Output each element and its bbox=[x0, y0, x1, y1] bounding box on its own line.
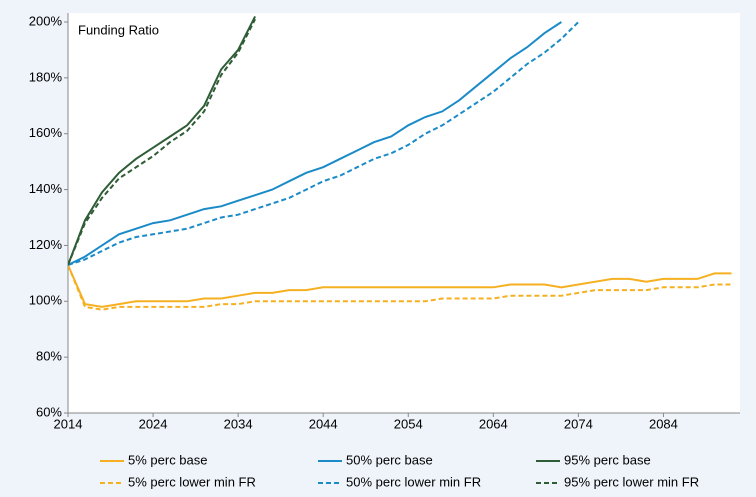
y-tick-label: 180% bbox=[29, 69, 63, 84]
series-line bbox=[68, 21, 580, 266]
y-tick-label: 80% bbox=[36, 349, 62, 364]
y-tick-label: 200% bbox=[29, 13, 63, 28]
x-tick-label: 2024 bbox=[139, 416, 168, 431]
series-group bbox=[68, 15, 732, 311]
series-line bbox=[68, 264, 732, 308]
legend-label: 5% perc base bbox=[128, 452, 208, 467]
series-line bbox=[68, 15, 256, 266]
y-tick-label: 60% bbox=[36, 404, 62, 419]
plot-area bbox=[68, 13, 740, 413]
x-tick-label: 2064 bbox=[479, 416, 508, 431]
y-tick-label: 120% bbox=[29, 237, 63, 252]
x-tick-label: 2034 bbox=[224, 416, 253, 431]
legend-label: 5% perc lower min FR bbox=[128, 474, 256, 489]
chart-title: Funding Ratio bbox=[78, 22, 159, 37]
series-line bbox=[68, 264, 732, 311]
series-line bbox=[68, 21, 562, 266]
x-tick-label: 2044 bbox=[309, 416, 338, 431]
x-tick-label: 2014 bbox=[54, 416, 83, 431]
x-tick-label: 2074 bbox=[564, 416, 593, 431]
x-tick-label: 2084 bbox=[649, 416, 678, 431]
y-tick-label: 140% bbox=[29, 181, 63, 196]
y-tick-label: 100% bbox=[29, 293, 63, 308]
series-line bbox=[68, 18, 256, 266]
legend-label: 95% perc base bbox=[564, 452, 651, 467]
x-tick-label: 2054 bbox=[394, 416, 423, 431]
legend-label: 50% perc base bbox=[346, 452, 433, 467]
y-tick-label: 160% bbox=[29, 125, 63, 140]
legend-label: 95% perc lower min FR bbox=[564, 474, 699, 489]
legend-label: 50% perc lower min FR bbox=[346, 474, 481, 489]
